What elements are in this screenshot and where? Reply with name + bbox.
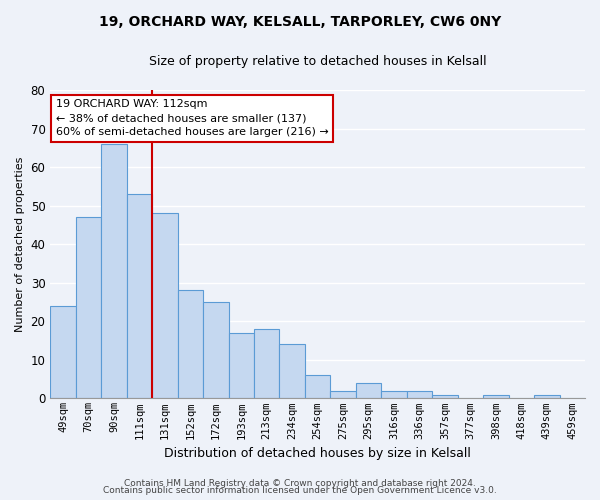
Bar (50, 306, 76, 398)
Title: Size of property relative to detached houses in Kelsall: Size of property relative to detached ho… (149, 55, 487, 68)
Bar (407, 390, 432, 398)
Bar (432, 394, 458, 398)
X-axis label: Distribution of detached houses by size in Kelsall: Distribution of detached houses by size … (164, 447, 471, 460)
Bar (356, 383, 382, 398)
Y-axis label: Number of detached properties: Number of detached properties (15, 156, 25, 332)
Text: 19 ORCHARD WAY: 112sqm
← 38% of detached houses are smaller (137)
60% of semi-de: 19 ORCHARD WAY: 112sqm ← 38% of detached… (56, 100, 328, 138)
Bar (382, 390, 407, 398)
Bar (203, 302, 229, 398)
Text: 19, ORCHARD WAY, KELSALL, TARPORLEY, CW6 0NY: 19, ORCHARD WAY, KELSALL, TARPORLEY, CW6… (99, 15, 501, 29)
Bar (305, 376, 331, 398)
Bar (152, 214, 178, 398)
Bar (127, 194, 152, 398)
Bar (331, 390, 356, 398)
Bar (76, 217, 101, 398)
Bar (178, 290, 203, 399)
Bar (101, 144, 127, 399)
Text: Contains HM Land Registry data © Crown copyright and database right 2024.: Contains HM Land Registry data © Crown c… (124, 478, 476, 488)
Bar (280, 344, 305, 399)
Text: Contains public sector information licensed under the Open Government Licence v3: Contains public sector information licen… (103, 486, 497, 495)
Bar (534, 394, 560, 398)
Bar (254, 329, 280, 398)
Bar (483, 394, 509, 398)
Bar (229, 333, 254, 398)
